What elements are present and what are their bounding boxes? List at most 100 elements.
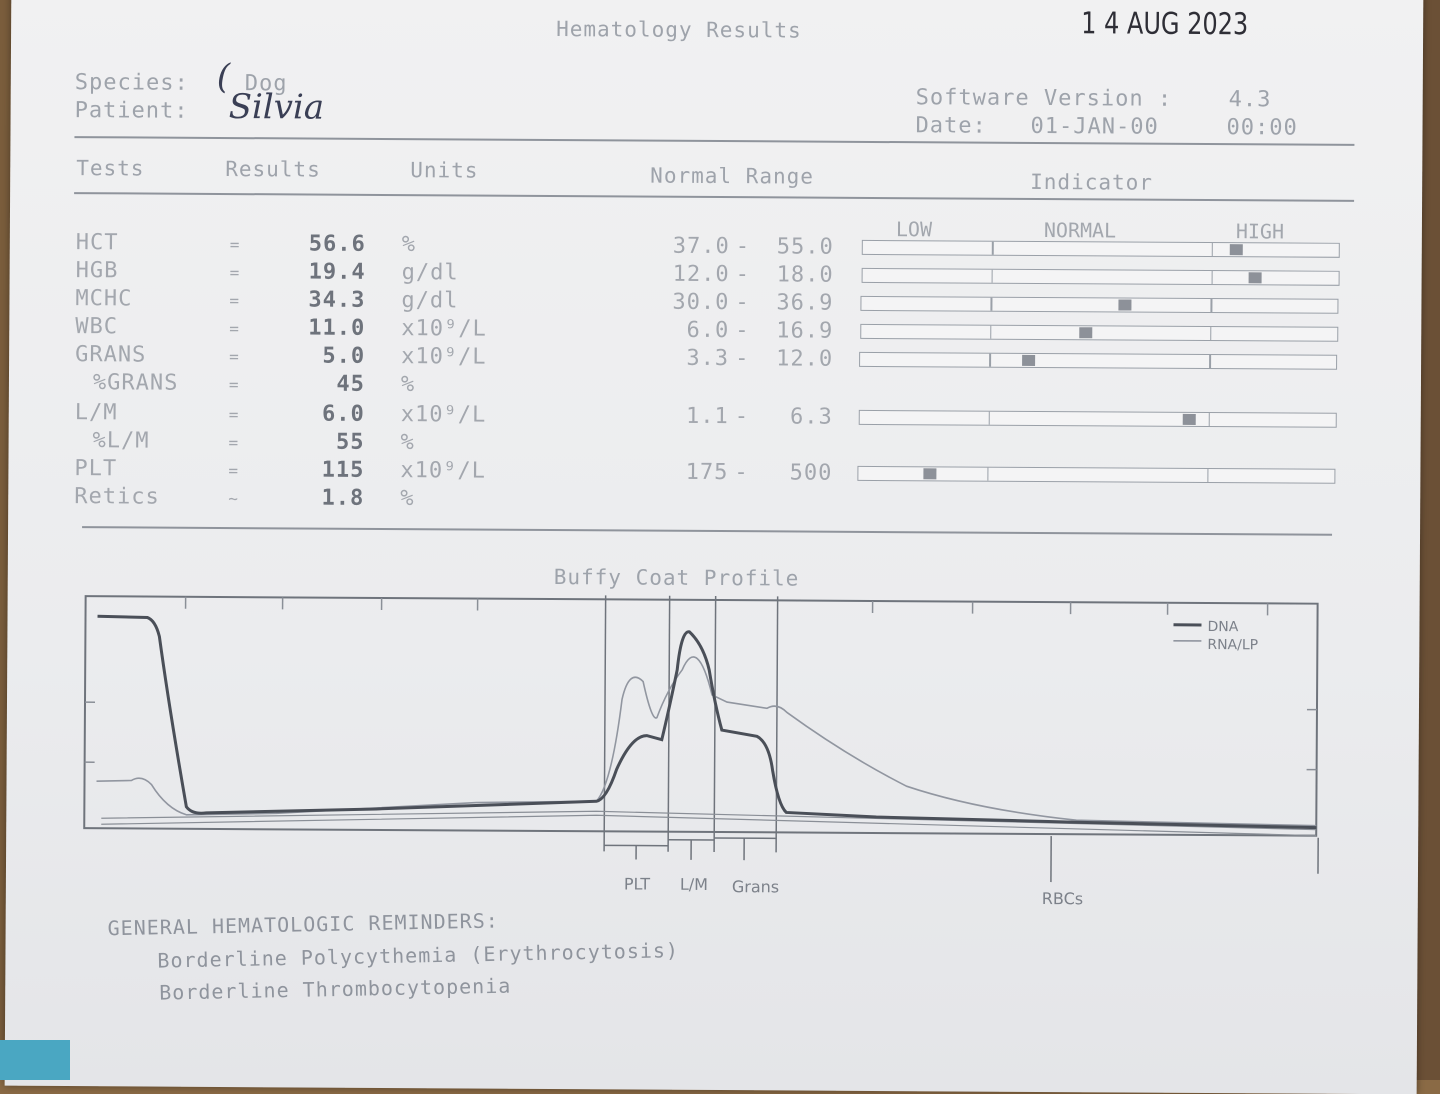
indicator-divider bbox=[991, 270, 993, 283]
row-test-name: GRANS bbox=[75, 342, 146, 367]
indicator-bar bbox=[861, 268, 1339, 286]
software-value: 4.3 bbox=[1229, 87, 1272, 112]
time-value: 00:00 bbox=[1226, 115, 1297, 140]
row-separator: = bbox=[228, 461, 239, 480]
row-range-low: 12.0 bbox=[650, 262, 730, 287]
report-title: Hematology Results bbox=[556, 17, 802, 42]
indicator-divider bbox=[990, 354, 992, 367]
indicator-divider bbox=[1207, 469, 1209, 482]
row-range-dash: - bbox=[735, 404, 749, 429]
row-unit: % bbox=[401, 430, 415, 455]
row-range-low: 6.0 bbox=[649, 318, 729, 343]
chart-legend: DNA RNA/LP bbox=[1173, 619, 1258, 654]
indicator-marker bbox=[1248, 272, 1261, 283]
row-result: 19.4 bbox=[296, 259, 366, 284]
indicator-marker bbox=[1183, 414, 1196, 425]
header-rule-bottom bbox=[74, 192, 1354, 202]
indicator-low-label: LOW bbox=[896, 217, 932, 241]
row-range-dash: - bbox=[736, 262, 750, 287]
row-separator: = bbox=[230, 235, 241, 254]
rna-lp-series bbox=[96, 653, 1317, 825]
chart-frame bbox=[84, 596, 1317, 836]
indicator-divider bbox=[988, 412, 990, 425]
row-unit: x10⁹/L bbox=[401, 344, 487, 370]
row-test-name: %L/M bbox=[93, 428, 150, 453]
row-result: 115 bbox=[294, 457, 364, 482]
reminder-item-2: Borderline Thrombocytopenia bbox=[159, 974, 512, 1005]
zone-lm: L/M bbox=[680, 875, 708, 894]
row-test-name: PLT bbox=[74, 456, 117, 481]
indicator-divider bbox=[1211, 271, 1213, 284]
date-value: 01-JAN-00 bbox=[1030, 114, 1158, 140]
legend-rna-lp: RNA/LP bbox=[1207, 637, 1258, 653]
indicator-divider bbox=[992, 242, 994, 255]
row-result: 5.0 bbox=[295, 343, 365, 368]
row-separator: ~ bbox=[228, 489, 239, 508]
species-label: Species: bbox=[75, 70, 189, 96]
row-range-dash: - bbox=[736, 234, 750, 259]
indicator-marker bbox=[1118, 299, 1131, 310]
left-ticks bbox=[85, 702, 1317, 770]
report-paper: Hematology Results 1 4 AUG 2023 Species:… bbox=[5, 0, 1424, 1094]
indicator-bar bbox=[862, 240, 1340, 258]
row-test-name: HCT bbox=[76, 230, 119, 255]
indicator-bar bbox=[859, 352, 1337, 370]
indicator-divider bbox=[990, 326, 992, 339]
row-range-high: 36.9 bbox=[753, 290, 833, 315]
row-unit: x10⁹/L bbox=[400, 458, 486, 484]
row-unit: x10⁹/L bbox=[401, 316, 487, 342]
table-end-rule bbox=[82, 526, 1332, 535]
row-separator: = bbox=[229, 433, 240, 452]
row-range-low: 1.1 bbox=[649, 404, 729, 429]
row-range-low: 3.3 bbox=[649, 346, 729, 371]
row-separator: = bbox=[229, 291, 240, 310]
row-test-name: Retics bbox=[74, 484, 160, 510]
row-separator: = bbox=[229, 375, 240, 394]
indicator-bar bbox=[861, 296, 1339, 314]
row-test-name: HGB bbox=[76, 258, 119, 283]
row-result: 34.3 bbox=[295, 287, 365, 312]
indicator-marker bbox=[924, 468, 937, 479]
row-range-dash: - bbox=[735, 318, 749, 343]
reminder-item-1: Borderline Polycythemia (Erythrocytosis) bbox=[157, 938, 679, 972]
row-range-dash: - bbox=[734, 460, 748, 485]
row-unit: x10⁹/L bbox=[401, 402, 487, 428]
indicator-high-label: HIGH bbox=[1236, 219, 1284, 243]
row-range-high: 12.0 bbox=[753, 346, 833, 371]
buffy-coat-chart: DNA RNA/LP PLT L/M Grans RBCs bbox=[76, 586, 1348, 914]
patient-name: Silvia bbox=[229, 87, 325, 128]
dna-series bbox=[96, 616, 1317, 827]
indicator-bar bbox=[857, 466, 1335, 484]
col-units: Units bbox=[410, 158, 478, 182]
row-result: 11.0 bbox=[295, 315, 365, 340]
indicator-divider bbox=[1210, 327, 1212, 340]
row-range-high: 6.3 bbox=[753, 404, 833, 429]
zone-plt: PLT bbox=[624, 874, 650, 893]
row-separator: = bbox=[229, 405, 240, 424]
row-test-name: L/M bbox=[75, 400, 118, 425]
legend-dna: DNA bbox=[1207, 619, 1238, 635]
col-indicator: Indicator bbox=[1030, 170, 1153, 195]
zone-rbcs: RBCs bbox=[1042, 889, 1083, 908]
row-separator: = bbox=[229, 319, 240, 338]
indicator-divider bbox=[1211, 299, 1213, 312]
header-rule-top bbox=[74, 136, 1354, 146]
indicator-normal-label: NORMAL bbox=[1044, 218, 1116, 242]
row-result: 55 bbox=[295, 429, 365, 454]
row-test-name: %GRANS bbox=[93, 370, 179, 396]
zone-grans: Grans bbox=[732, 877, 779, 896]
row-test-name: WBC bbox=[75, 314, 118, 339]
row-unit: % bbox=[401, 372, 415, 397]
indicator-marker bbox=[1022, 355, 1035, 366]
date-stamp: 1 4 AUG 2023 bbox=[1081, 6, 1248, 42]
software-label: Software Version : bbox=[916, 85, 1173, 112]
col-normal-range: Normal Range bbox=[650, 164, 814, 189]
indicator-divider bbox=[991, 298, 993, 311]
row-range-high: 500 bbox=[752, 460, 832, 485]
row-range-low: 30.0 bbox=[649, 290, 729, 315]
row-result: 56.6 bbox=[296, 231, 366, 256]
row-separator: = bbox=[230, 263, 241, 282]
reminders-heading: GENERAL HEMATOLOGIC REMINDERS: bbox=[107, 908, 499, 940]
indicator-marker bbox=[1230, 244, 1243, 255]
indicator-divider bbox=[1208, 413, 1210, 426]
